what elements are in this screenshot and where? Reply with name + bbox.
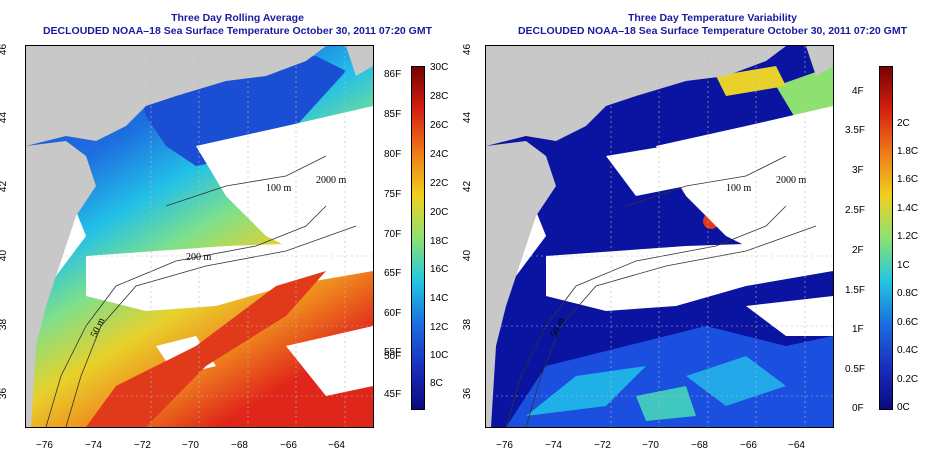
lon-tick-label: −68 (691, 440, 708, 451)
lon-tick-label: −70 (182, 440, 199, 451)
lat-tick-label: 38 (0, 318, 10, 331)
colorbar-c-label: 28C (430, 91, 449, 102)
lon-tick-label: −64 (328, 440, 345, 451)
colorbar-f-label: 50F (384, 351, 402, 362)
colorbar-f-label: 4F (852, 86, 864, 97)
lat-tick-label: 36 (462, 387, 474, 400)
panel-temperature-variability: Three Day Temperature Variability DECLOU… (462, 0, 950, 475)
colorbar-c-label: 2C (897, 118, 910, 129)
lon-tick-label: −76 (36, 440, 53, 451)
colorbar-c-label: 8C (430, 378, 443, 389)
colorbar-f-label: 65F (384, 268, 402, 279)
colorbar-f-label: 3.5F (845, 125, 866, 136)
colorbar-c-label: 1.8C (897, 146, 919, 157)
colorbar-c-label: 0.6C (897, 317, 919, 328)
sst-map: 100 m 2000 m 200 m 50 m (25, 45, 374, 428)
colorbar-f-label: 86F (384, 69, 402, 80)
lon-tick-label: −76 (496, 440, 513, 451)
lon-tick-label: −74 (85, 440, 102, 451)
contour-label: 100 m (266, 183, 292, 194)
colorbar-f-label: 0F (852, 403, 864, 414)
contour-label: 2000 m (316, 175, 347, 186)
colorbar-c-label: 12C (430, 322, 449, 333)
lon-tick-label: −72 (594, 440, 611, 451)
colorbar-f-label: 70F (384, 229, 402, 240)
colorbar-f-label: 1.5F (845, 285, 866, 296)
colorbar-c-label: 0C (897, 402, 910, 413)
temperature-colorbar (411, 66, 425, 410)
lat-tick-label: 36 (0, 387, 10, 400)
colorbar-c-label: 24C (430, 149, 449, 160)
colorbar-f-label: 45F (384, 389, 402, 400)
colorbar-f-label: 80F (384, 149, 402, 160)
panel-rolling-average: Three Day Rolling Average DECLOUDED NOAA… (0, 12, 449, 451)
lat-tick-label: 44 (0, 111, 10, 124)
colorbar-f-label: 0.5F (845, 364, 866, 375)
contour-label: 100 m (726, 183, 752, 194)
lon-tick-label: −72 (134, 440, 151, 451)
colorbar-f-label: 1F (852, 324, 864, 335)
colorbar-c-label: 0.8C (897, 288, 919, 299)
variability-colorbar (879, 66, 893, 410)
lat-tick-label: 46 (462, 43, 474, 56)
colorbar-c-label: 14C (430, 293, 449, 304)
variability-map-graphic: 100 m 2000 m 50 m (486, 46, 833, 427)
panel-title: Three Day Rolling Average (171, 12, 304, 24)
colorbar-f-label: 85F (384, 109, 402, 120)
panel-title: Three Day Temperature Variability (627, 12, 798, 24)
colorbar-c-label: 10C (430, 350, 449, 361)
lat-tick-label: 40 (0, 249, 10, 262)
variability-map: 100 m 2000 m 50 m (485, 45, 834, 428)
lat-tick-label: 46 (0, 43, 10, 56)
colorbar-c-label: 16C (430, 264, 449, 275)
colorbar-c-label: 1C (897, 260, 910, 271)
lat-tick-label: 40 (462, 249, 474, 262)
contour-label: 2000 m (776, 175, 807, 186)
colorbar-f-label: 75F (384, 189, 402, 200)
lat-tick-label: 38 (462, 318, 474, 331)
lon-tick-label: −68 (231, 440, 248, 451)
colorbar-c-label: 1.6C (897, 174, 919, 185)
colorbar-f-label: 3F (852, 165, 864, 176)
colorbar-f-label: 60F (384, 308, 402, 319)
lat-tick-label: 44 (462, 111, 474, 124)
lon-tick-label: −66 (280, 440, 297, 451)
colorbar-c-label: 0.2C (897, 374, 919, 385)
colorbar-c-label: 1.2C (897, 231, 919, 242)
colorbar-c-label: 26C (430, 120, 449, 131)
lon-tick-label: −70 (642, 440, 659, 451)
colorbar-c-label: 1.4C (897, 203, 919, 214)
colorbar-c-label: 30C (430, 62, 449, 73)
colorbar-f-label: 55F (384, 347, 402, 358)
lon-tick-label: −64 (788, 440, 805, 451)
panel-subtitle: DECLOUDED NOAA–18 Sea Surface Temperatur… (42, 25, 433, 37)
lon-tick-label: −74 (545, 440, 562, 451)
colorbar-f-label: 2.5F (845, 205, 866, 216)
colorbar-f-label: 2F (852, 245, 864, 256)
colorbar-c-label: 20C (430, 207, 449, 218)
colorbar-c-label: 0.4C (897, 345, 919, 356)
contour-label: 200 m (186, 252, 212, 263)
lat-tick-label: 42 (0, 180, 10, 193)
colorbar-c-label: 18C (430, 236, 449, 247)
lat-tick-label: 42 (462, 180, 474, 193)
colorbar-c-label: 22C (430, 178, 449, 189)
lon-tick-label: −66 (740, 440, 757, 451)
sst-map-graphic: 100 m 2000 m 200 m 50 m (26, 46, 373, 427)
panel-subtitle: DECLOUDED NOAA–18 Sea Surface Temperatur… (517, 25, 908, 37)
